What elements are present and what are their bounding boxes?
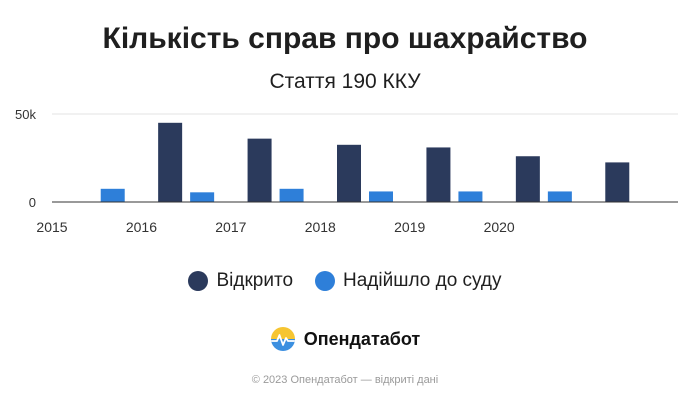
x-tick-label: 2018: [305, 219, 336, 235]
legend-swatch-court: [315, 271, 336, 291]
bar-court-2016: [190, 192, 215, 202]
legend-label-court: Надійшло до суду: [343, 270, 502, 291]
brand-name: Опендатабот: [303, 328, 421, 349]
opendatabot-logo-icon: [270, 327, 295, 351]
bar-opened-2020: [515, 156, 540, 202]
brand: Опендатабот: [0, 326, 690, 352]
chart-title: Кількість справ про шахрайство: [102, 22, 588, 55]
bar-chart: 0 50k 2015 2016 2017 2018 2019 2020: [15, 107, 678, 235]
x-tick-label: 2016: [126, 219, 157, 235]
bar-court-2019: [458, 191, 483, 202]
legend-swatch-opened: [188, 271, 209, 291]
x-tick-label: 2015: [36, 219, 67, 235]
legend-item-court[interactable]: Надійшло до суду: [315, 270, 502, 292]
bar-opened-2017: [247, 138, 272, 202]
bar-court-2020: [547, 191, 572, 202]
chart-legend: Відкрито Надійшло до суду: [0, 270, 690, 292]
y-tick-label: 50k: [15, 107, 36, 122]
x-tick-label: 2017: [215, 219, 246, 235]
bar-opened-2016: [158, 122, 183, 202]
y-tick-label: 0: [29, 195, 36, 210]
footer-copyright: © 2023 Опендатабот — відкриті дані: [251, 374, 439, 386]
bar-court-2015: [100, 188, 125, 202]
bar-opened-2018: [337, 144, 361, 202]
x-tick-label: 2019: [394, 219, 425, 235]
bar-opened-2019: [426, 147, 451, 202]
legend-label-opened: Відкрито: [216, 270, 294, 291]
legend-item-opened[interactable]: Відкрито: [188, 270, 293, 292]
bar-court-2018: [369, 191, 393, 202]
x-tick-label: 2020: [484, 219, 515, 235]
bar-court-2017: [279, 188, 304, 202]
bar-opened-2021: [605, 162, 630, 202]
chart-subtitle: Стаття 190 ККУ: [269, 70, 421, 93]
